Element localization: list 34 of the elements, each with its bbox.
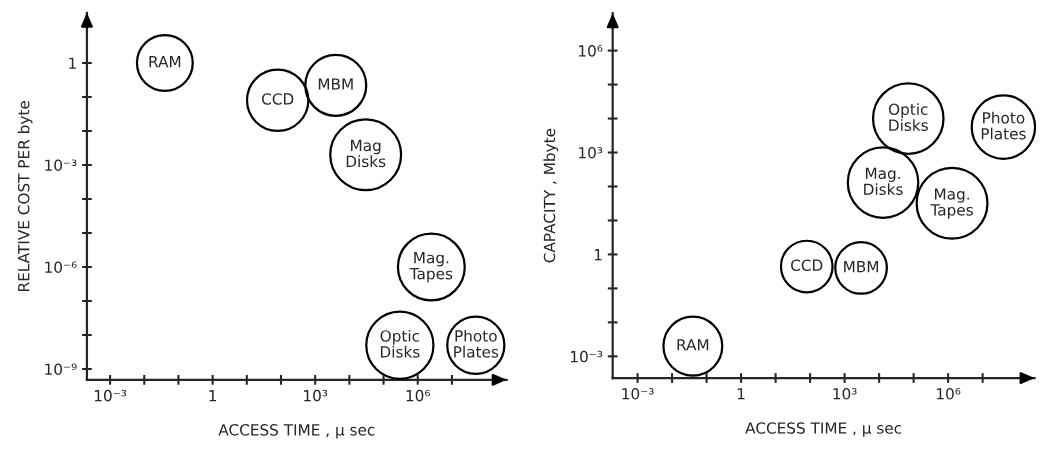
x-tick-label: 10⁻³ bbox=[622, 388, 654, 400]
x-tick-label: 10⁶ bbox=[937, 388, 961, 400]
y-tick-label: 10⁻³ bbox=[45, 159, 77, 172]
annotation: CCD bbox=[262, 93, 294, 105]
annotation: CCD bbox=[791, 259, 823, 271]
annotation: RAM bbox=[149, 56, 181, 68]
x-axis-title: ACCESS TIME , μ sec bbox=[745, 422, 902, 437]
annotation: Optic Disks bbox=[888, 103, 928, 131]
x-tick-label: 10⁻³ bbox=[94, 389, 127, 402]
annotation: Photo Plates bbox=[981, 111, 1026, 140]
x-tick-label: 1 bbox=[209, 390, 217, 402]
annotation: Optic Disks bbox=[380, 329, 420, 358]
annotation: RAM bbox=[677, 339, 709, 351]
annotation: Mag Disks bbox=[346, 139, 386, 168]
y-tick-label: 10³ bbox=[579, 146, 603, 159]
y-tick-label: 10⁻³ bbox=[571, 350, 603, 363]
y-axis-title: RELATIVE COST PER byte bbox=[17, 101, 33, 291]
y-tick-label: 1 bbox=[594, 249, 602, 261]
annotation: Photo Plates bbox=[454, 329, 499, 358]
annotation: Mag. Tapes bbox=[409, 252, 453, 283]
annotation: MBM bbox=[844, 261, 878, 273]
x-tick-label: 1 bbox=[737, 388, 745, 400]
y-axis-title: CAPACITY , Mbyte bbox=[543, 128, 559, 263]
x-tick-label: 10³ bbox=[833, 388, 857, 400]
annotation: MBM bbox=[318, 78, 353, 90]
x-tick-label: 10³ bbox=[304, 389, 328, 402]
x-axis-title: ACCESS TIME , μ sec bbox=[218, 424, 375, 439]
y-tick-label: 10⁶ bbox=[579, 45, 603, 57]
y-tick-label: 10⁻⁹ bbox=[45, 363, 77, 376]
y-tick-label: 1 bbox=[69, 57, 76, 69]
x-tick-label: 10⁶ bbox=[406, 389, 431, 402]
annotation: Mag. Disks bbox=[864, 167, 903, 196]
annotation: Mag. Tapes bbox=[930, 188, 973, 219]
y-tick-label: 10⁻⁶ bbox=[45, 261, 77, 274]
